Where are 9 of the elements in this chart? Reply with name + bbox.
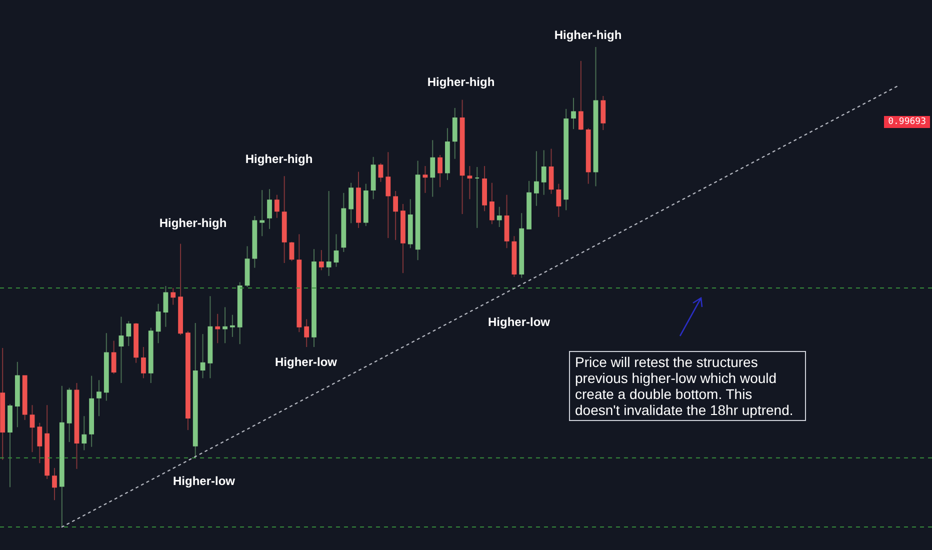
annotation: Higher-high	[427, 75, 495, 89]
annotation: Higher-high	[159, 216, 227, 230]
annotation: Higher-low	[275, 355, 337, 369]
text: Higher-high	[554, 28, 622, 42]
annotation: Higher-high	[245, 152, 313, 166]
annotation: 0.99693	[884, 116, 930, 128]
annotation: Price will retest the structures previous higher-low which would create a double bottom. This doesn't invalidate the 18hr uptrend.	[569, 351, 806, 421]
annotation: Higher-low	[173, 474, 235, 488]
annotation: Higher-low	[488, 315, 550, 329]
